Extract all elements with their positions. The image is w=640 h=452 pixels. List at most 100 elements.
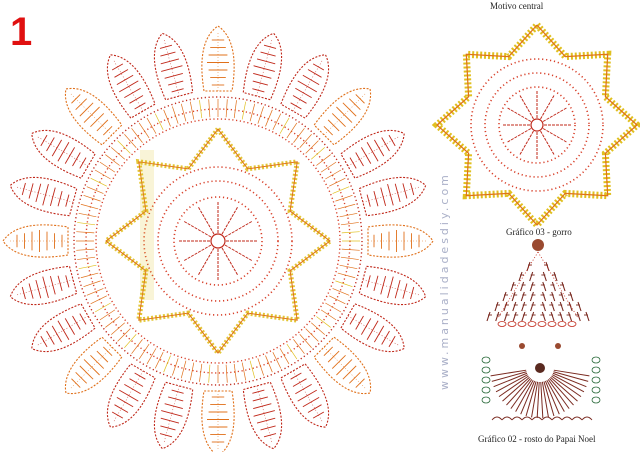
motivo-ring <box>498 86 576 164</box>
hat-stitch <box>550 301 555 312</box>
petal <box>242 32 283 101</box>
petal <box>106 363 156 428</box>
motivo-spoke <box>540 130 555 155</box>
petal <box>358 265 427 306</box>
hat-stitch <box>542 281 547 292</box>
hat-brim-chain <box>547 321 557 327</box>
petal <box>313 336 372 395</box>
face-stitch <box>491 371 527 382</box>
hat-stitch <box>559 311 564 322</box>
hat-stitch <box>521 301 526 312</box>
hat-stitch <box>529 291 534 302</box>
face-stitch <box>551 375 582 398</box>
hat-stitch <box>560 291 565 302</box>
hat-brim-chain <box>517 321 527 327</box>
petal <box>358 176 427 217</box>
face-stitch <box>550 376 578 402</box>
hat-stitch <box>486 311 491 322</box>
hat-stitch <box>551 291 556 302</box>
site-watermark: www.manualidadesdiy.com <box>438 172 451 390</box>
hat-brim-chain <box>497 321 507 327</box>
hat-stitch <box>502 291 507 302</box>
face-eye-right <box>555 343 561 349</box>
hat-stitch <box>530 301 535 312</box>
beard-loop-left <box>481 366 491 374</box>
hat-stitch <box>559 301 564 312</box>
hat-stitch <box>569 291 574 302</box>
face-stitch <box>536 381 540 418</box>
face-stitch <box>552 374 585 393</box>
motivo-central-caption: Motivo central <box>490 1 544 11</box>
petal <box>313 87 372 146</box>
petal <box>153 32 194 101</box>
radial-stitch-band <box>76 99 360 383</box>
face-bottom-chain <box>541 416 553 421</box>
face-nose-bead <box>535 363 545 373</box>
petal <box>201 390 235 452</box>
beard-loop-right <box>591 376 601 384</box>
face-bottom-chain <box>561 416 573 421</box>
hat-pompom <box>532 239 544 251</box>
petal <box>31 129 96 179</box>
face-eye-left <box>519 343 525 349</box>
motivo-outer-star <box>431 22 640 231</box>
hat-stitch <box>577 301 582 312</box>
petal <box>2 224 69 258</box>
hat-stitch <box>541 301 546 312</box>
hat-stitch <box>511 291 516 302</box>
hat-stitch <box>545 261 550 272</box>
beard-loop-right <box>591 366 601 374</box>
hat-stitch <box>512 311 517 322</box>
hat-stitch <box>518 271 523 282</box>
hat-brim-chain <box>567 321 577 327</box>
highlight-streak <box>140 150 154 300</box>
face-stitch <box>525 381 537 417</box>
petal <box>64 336 123 395</box>
face-stitch <box>520 380 536 415</box>
face-bottom-chain <box>491 416 503 421</box>
beard-loop-right <box>591 396 601 404</box>
central-star-motif <box>101 127 335 358</box>
motivo-spoke <box>519 95 534 120</box>
beard-loop-right <box>591 356 601 364</box>
hat-stitch <box>585 311 590 322</box>
petal <box>280 54 330 119</box>
hat-stitch <box>494 301 499 312</box>
face-stitch <box>510 379 533 409</box>
hat-stitch <box>526 261 531 272</box>
face-stitch <box>495 374 528 393</box>
hat-brim-chain <box>557 321 567 327</box>
face-stitch <box>547 379 570 409</box>
beard-loop-left <box>481 376 491 384</box>
face-stitch <box>531 381 539 418</box>
face-stitch <box>552 372 587 388</box>
motivo-spoke <box>542 107 567 122</box>
face-stitch <box>515 379 534 412</box>
dotted-rings <box>73 96 363 386</box>
hat-stitch <box>521 311 526 322</box>
motivo-spoke <box>507 128 532 143</box>
motivo-central-diagram <box>431 22 640 231</box>
face-bottom-chain <box>581 416 593 421</box>
beard-loop-left <box>481 386 491 394</box>
hat-stitch <box>553 271 558 282</box>
petal <box>340 129 405 179</box>
face-bottom-chain <box>531 416 543 421</box>
face-stitch <box>549 378 574 406</box>
beard-loop-right <box>591 386 601 394</box>
motivo-spoke <box>507 107 532 122</box>
beard-loop-left <box>481 356 491 364</box>
motivo-center <box>530 118 544 132</box>
hat-stitch <box>561 281 566 292</box>
face-stitch <box>490 369 527 377</box>
petal <box>340 303 405 353</box>
hat-outline <box>497 251 579 319</box>
rosto-caption: Gráfico 02 - rosto do Papai Noel <box>478 434 596 444</box>
petal <box>153 381 194 450</box>
motivo-ring <box>470 58 604 192</box>
face-bottom-chain <box>571 416 583 421</box>
hat-stitch <box>520 281 525 292</box>
hat-stitch <box>512 301 517 312</box>
